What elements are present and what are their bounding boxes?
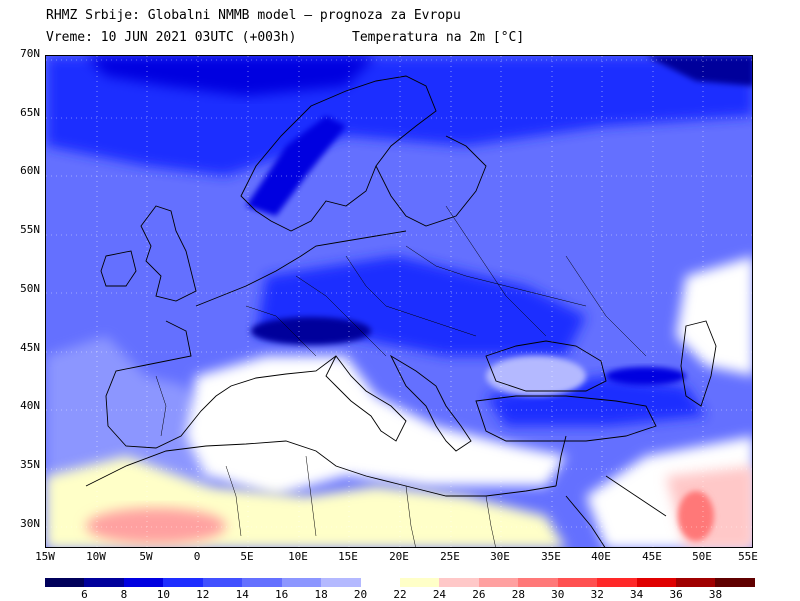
colorbar-swatch [518, 578, 558, 587]
lat-label-60n: 60N [20, 164, 40, 177]
temperature-field-northeast [646, 56, 752, 86]
lon-label-15e: 15E [338, 550, 358, 563]
colorbar-tick-label: 30 [551, 588, 565, 601]
colorbar-swatch [636, 578, 676, 587]
temperature-field-arctic [86, 56, 376, 96]
colorbar-swatch [439, 578, 479, 587]
colorbar-swatch [399, 578, 440, 587]
lat-label-35n: 35N [20, 458, 40, 471]
colorbar-swatch [676, 578, 716, 587]
lon-label-40e: 40E [591, 550, 611, 563]
coastlines [85, 75, 717, 547]
lon-label-15w: 15W [35, 550, 55, 563]
colorbar-tick-label: 28 [511, 588, 525, 601]
colorbar-tick-label: 12 [196, 588, 210, 601]
lon-label-25e: 25E [440, 550, 460, 563]
temperature-field-hot-spot-east [678, 491, 714, 541]
colorbar-swatch [597, 578, 637, 587]
lat-label-70n: 70N [20, 47, 40, 60]
lon-label-20e: 20E [389, 550, 409, 563]
lat-label-30n: 30N [20, 517, 40, 530]
lon-label-30e: 30E [490, 550, 510, 563]
lon-label-45e: 45E [642, 550, 662, 563]
temperature-map [45, 55, 753, 548]
colorbar-swatch [715, 578, 755, 587]
temperature-field-mediterranean [186, 356, 566, 496]
lon-label-5w: 5W [139, 550, 153, 563]
map-svg [46, 56, 752, 547]
colorbar-swatch [163, 578, 203, 587]
lat-label-45n: 45N [20, 341, 40, 354]
colorbar-swatch [202, 578, 243, 587]
colorbar-swatch [321, 578, 361, 587]
lat-label-40n: 40N [20, 399, 40, 412]
colorbar-swatch [478, 578, 519, 587]
colorbar-tick-label: 6 [81, 588, 88, 601]
colorbar-tick-label: 24 [432, 588, 447, 601]
lon-label-50e: 50E [692, 550, 712, 563]
colorbar-tick-label: 22 [393, 588, 407, 601]
lon-label-5e: 5E [240, 550, 254, 563]
variable-label: Temperatura na 2m [°C] [352, 30, 525, 45]
gridlines [46, 56, 752, 547]
lon-label-10w: 10W [86, 550, 106, 563]
colorbar-tick-label: 34 [630, 588, 644, 601]
colorbar-swatch [281, 578, 322, 587]
colorbar-tick-label: 38 [708, 588, 723, 601]
colorbar-tick-label: 8 [120, 588, 128, 601]
colorbar-tick-label: 20 [353, 588, 368, 601]
colorbar-swatch [360, 578, 400, 587]
colorbar-swatch [123, 578, 164, 587]
lon-label-10e: 10E [288, 550, 308, 563]
lon-label-55e: 55E [738, 550, 758, 563]
borders [155, 205, 647, 547]
colorbar-tick-label: 26 [472, 588, 486, 601]
colorbar-tick-label: 32 [590, 588, 604, 601]
lat-label-55n: 55N [20, 223, 40, 236]
lat-label-50n: 50N [20, 282, 40, 295]
lat-label-65n: 65N [20, 106, 40, 119]
colorbar-tick-label: 14 [235, 588, 249, 601]
temperature-field-hot-spot-sahara [86, 508, 226, 544]
temperature-field-caspian [676, 256, 752, 376]
forecast-time: Vreme: 10 JUN 2021 03UTC (+003h) [46, 30, 297, 45]
colorbar-swatch [242, 578, 282, 587]
colorbar-tick-label: 18 [314, 588, 328, 601]
colorbar-tick-label: 16 [275, 588, 289, 601]
temperature-field-alps [251, 317, 371, 345]
colorbar-swatch [557, 578, 598, 587]
lon-label-0: 0 [193, 550, 201, 563]
temperature-field-scandinavia [246, 116, 346, 216]
colorbar-swatch [45, 578, 85, 587]
colorbar-tick-label: 10 [156, 588, 170, 601]
map-title: RHMZ Srbije: Globalni NMMB model — progn… [46, 8, 461, 23]
temperature-colorbar [45, 578, 755, 587]
temperature-field-caucasus [606, 367, 686, 385]
lon-label-35e: 35E [541, 550, 561, 563]
colorbar-tick-label: 36 [669, 588, 683, 601]
colorbar-swatch [84, 578, 124, 587]
